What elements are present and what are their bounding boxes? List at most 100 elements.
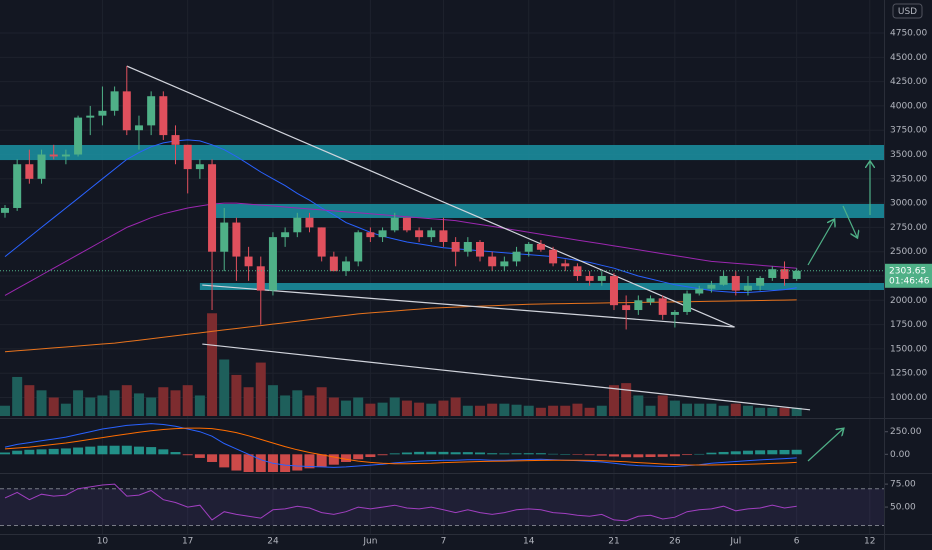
candle-body [427, 230, 436, 238]
macd-histogram-bar [85, 446, 96, 455]
macd-histogram-bar [767, 450, 778, 455]
macd-histogram-bar [109, 445, 120, 455]
y-tick-label: 50.00 [890, 503, 916, 513]
macd-histogram-bar [669, 454, 680, 457]
macd-histogram-bar [523, 453, 534, 455]
volume-bar [706, 403, 717, 416]
candle-body [25, 164, 34, 179]
last-price: 2303.65 [889, 266, 926, 276]
x-tick-label: 14 [523, 537, 535, 547]
volume-bar [426, 403, 437, 416]
candle-body [536, 243, 545, 250]
rsi-line [4, 483, 797, 522]
volume-bar [462, 405, 473, 416]
candle-body [159, 96, 168, 136]
macd-histogram-bar [730, 451, 741, 455]
volume-bar [645, 405, 656, 416]
macd-histogram-bar [73, 447, 84, 455]
volume-bar [267, 385, 278, 416]
volume-bar [146, 397, 157, 416]
macd-histogram-bar [48, 448, 59, 455]
candle-body [147, 96, 156, 126]
volume-bar [523, 405, 534, 416]
candle-body [719, 276, 728, 285]
candle-body [220, 222, 229, 252]
macd-histogram-bar [0, 452, 10, 455]
volume-bar [511, 404, 522, 416]
y-tick-label: 75.00 [890, 480, 916, 490]
x-tick-label: 21 [608, 537, 619, 547]
volume-bar [0, 405, 10, 416]
macd-histogram-bar [231, 454, 242, 471]
candle-body [195, 164, 204, 170]
candle-body [402, 217, 411, 231]
macd-histogram-bar [377, 454, 388, 456]
volume-bar [475, 405, 486, 416]
x-tick-label: 6 [794, 537, 800, 547]
candle-body [512, 251, 521, 262]
macd-histogram-bar [401, 452, 412, 455]
candle-body [707, 284, 716, 289]
macd-histogram-bar [791, 449, 802, 455]
y-tick-label: 1000.00 [890, 393, 927, 403]
y-tick-label: 1750.00 [890, 320, 927, 330]
candle-body [451, 241, 460, 252]
volume-bar [304, 395, 315, 416]
candle-body [122, 91, 131, 131]
macd-histogram-bar [450, 452, 461, 455]
volume-bar [657, 395, 668, 416]
currency-box[interactable] [892, 3, 923, 19]
macd-histogram-bar [548, 453, 559, 455]
volume-bar [669, 400, 680, 416]
annotation-arrows [807, 162, 870, 462]
volume-bar [97, 395, 108, 416]
macd-histogram-bar [499, 453, 510, 455]
volume-bar [328, 397, 339, 416]
volume-bar [85, 397, 96, 416]
macd-histogram-bar [267, 454, 278, 472]
macd-histogram-bar [657, 454, 668, 457]
x-tick-label: 17 [182, 537, 193, 547]
volume-bar [182, 385, 193, 416]
y-tick-label: 2000.00 [890, 296, 927, 306]
volume-bar [718, 405, 729, 416]
candle-body [390, 217, 399, 231]
candle-body [731, 276, 740, 291]
y-tick-label: 3500.00 [890, 150, 927, 160]
candle-body [342, 261, 351, 272]
macd-pane [0, 423, 802, 472]
y-tick-label: 2750.00 [890, 223, 927, 233]
macd-histogram-bar [462, 452, 473, 455]
volume-bar [389, 397, 400, 416]
zone [212, 203, 884, 218]
volume-bar [596, 405, 607, 416]
candle-body [415, 230, 424, 238]
candle-body [561, 263, 570, 267]
candle-body [74, 117, 83, 155]
y-tick-label: 3250.00 [890, 174, 927, 184]
candle-body [86, 115, 95, 118]
macd-histogram-bar [633, 454, 644, 458]
y-tick-label: 1250.00 [890, 369, 927, 379]
candle-body [549, 249, 558, 264]
macd-histogram-bar [24, 449, 35, 455]
candle-body [756, 277, 765, 286]
macd-histogram-bar [718, 451, 729, 455]
macd-histogram-bar [219, 454, 230, 468]
volume-bar [109, 390, 120, 416]
trendline [126, 65, 735, 328]
candle-body [183, 144, 192, 170]
macd-histogram-bar [608, 454, 619, 457]
volume-bar [133, 393, 144, 416]
candle-body [695, 288, 704, 294]
macd-histogram-bar [779, 449, 790, 455]
candle-body [61, 154, 70, 157]
macd-histogram-bar [207, 454, 218, 462]
x-tick-label: 12 [864, 537, 875, 547]
candle-body [476, 241, 485, 257]
moving-average [4, 139, 797, 293]
macd-histogram-bar [182, 454, 193, 456]
y-tick-label: 4500.00 [890, 53, 927, 63]
y-tick-label: 3750.00 [890, 126, 927, 136]
